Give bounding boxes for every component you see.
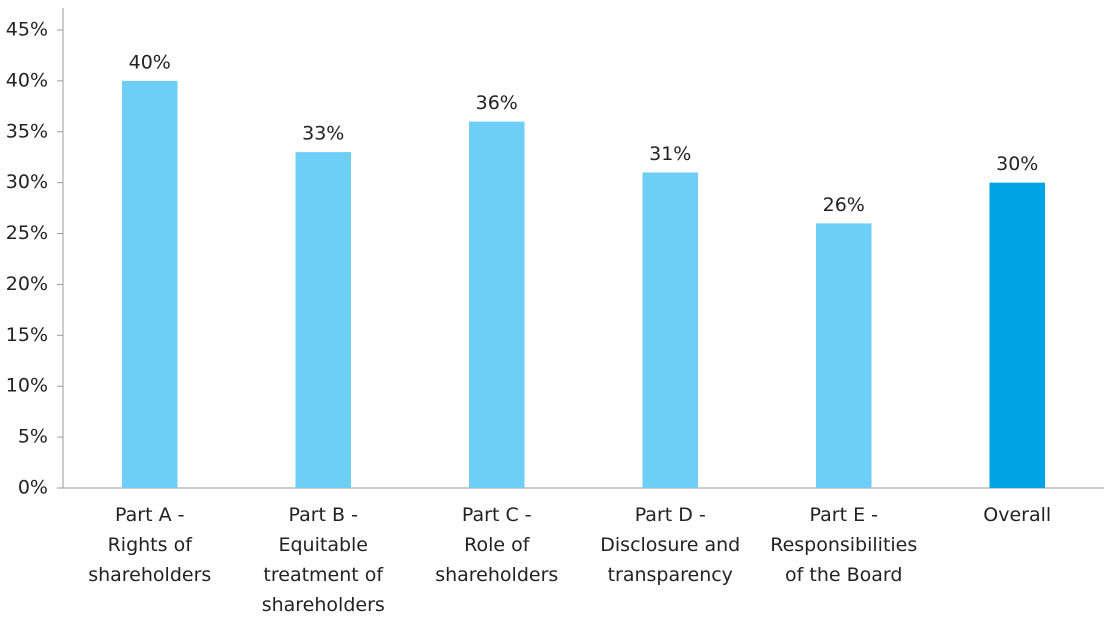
y-tick-label: 40%	[6, 69, 48, 91]
x-tick-label: Part B - Equitable treatment of sharehol…	[261, 504, 385, 616]
x-tick-label: Part D - Disclosure and transparency	[600, 504, 741, 586]
bar	[642, 172, 699, 488]
y-tick-label: 25%	[6, 222, 48, 244]
y-tick-label: 5%	[18, 426, 48, 448]
data-label: 30%	[996, 153, 1038, 175]
data-label: 31%	[649, 143, 691, 165]
y-tick-label: 10%	[6, 375, 48, 397]
y-tick-label: 20%	[6, 273, 48, 295]
bar	[468, 121, 525, 488]
bar	[121, 80, 178, 488]
y-tick-label: 45%	[6, 19, 48, 41]
x-tick-label: Part C - Role of shareholders	[435, 504, 559, 586]
y-tick-label: 15%	[6, 324, 48, 346]
data-label: 33%	[302, 123, 344, 145]
x-tick-label: Part E - Responsibilities of the Board	[770, 504, 918, 586]
bar	[989, 182, 1046, 488]
data-label: 26%	[823, 194, 865, 216]
x-tick-label: Part A - Rights of shareholders	[88, 504, 212, 586]
y-tick-label: 30%	[6, 171, 48, 193]
y-tick-label: 35%	[6, 120, 48, 142]
bar	[815, 223, 872, 488]
data-label: 40%	[129, 51, 171, 73]
data-label: 36%	[476, 92, 518, 114]
bar	[295, 152, 352, 488]
y-tick-label: 0%	[18, 477, 48, 499]
x-tick-label: Overall	[983, 504, 1052, 526]
